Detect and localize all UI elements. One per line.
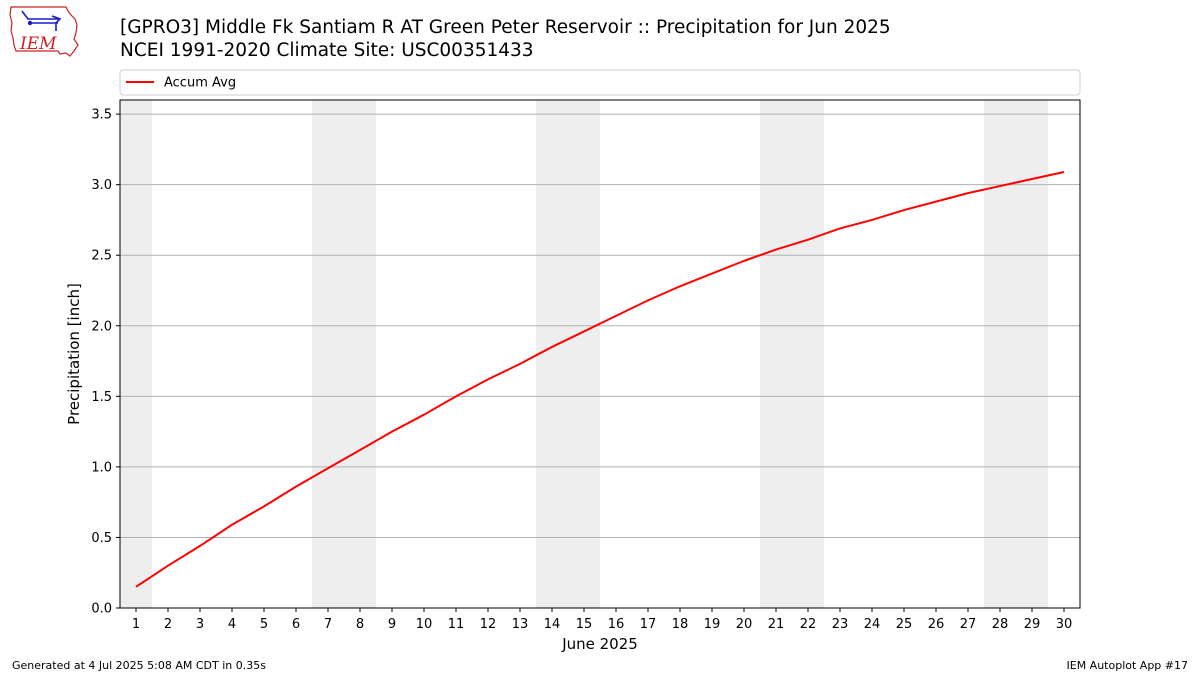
x-tick-label: 13 — [512, 617, 529, 632]
chart-title-line2: NCEI 1991-2020 Climate Site: USC00351433 — [120, 40, 534, 61]
x-tick-label: 3 — [196, 617, 204, 632]
x-tick-label: 16 — [608, 617, 625, 632]
x-tick-label: 4 — [228, 617, 236, 632]
x-tick-label: 20 — [736, 617, 753, 632]
x-axis-ticks: 1 2 3 4 5 6 7 8 9 10 11 12 13 14 15 16 17 18 19 20 21 22 23 24 2… — [132, 608, 1072, 632]
x-tick-label: 21 — [768, 617, 785, 632]
x-tick-label: 10 — [416, 617, 433, 632]
x-tick-label: 1 — [132, 617, 140, 632]
legend-box — [119, 69, 1081, 96]
x-tick-label: 5 — [260, 617, 268, 632]
x-tick-label: 30 — [1056, 617, 1073, 632]
series-layer — [135, 170, 1065, 588]
x-tick-label: 26 — [928, 617, 945, 632]
y-tick-label: 0.0 — [91, 602, 112, 617]
x-tick-label: 11 — [448, 617, 465, 632]
series-line-accum-avg — [135, 170, 1065, 588]
x-axis-label: June 2025 — [561, 635, 638, 653]
iem-logo: IEM — [9, 6, 79, 57]
x-tick-label: 6 — [292, 617, 300, 632]
x-tick-label: 18 — [672, 617, 689, 632]
weekend-band — [312, 100, 376, 608]
x-tick-label: 2 — [164, 617, 172, 632]
logo-text: IEM — [19, 34, 57, 54]
x-tick-label: 27 — [960, 617, 977, 632]
legend-label: Accum Avg — [164, 76, 236, 91]
x-tick-label: 24 — [864, 617, 881, 632]
y-axis-label: Precipitation [inch] — [65, 283, 83, 425]
chart-title-line1: [GPRO3] Middle Fk Santiam R AT Green Pet… — [120, 17, 891, 38]
y-tick-label: 2.0 — [91, 319, 112, 334]
y-tick-label: 1.5 — [91, 390, 112, 405]
y-tick-label: 1.0 — [91, 460, 112, 475]
x-tick-label: 28 — [992, 617, 1009, 632]
x-tick-label: 15 — [576, 617, 593, 632]
x-tick-label: 22 — [800, 617, 817, 632]
weekend-band — [760, 100, 824, 608]
x-tick-label: 25 — [896, 617, 913, 632]
x-tick-label: 12 — [480, 617, 497, 632]
legend: Accum Avg — [119, 69, 1081, 96]
y-tick-label: 3.5 — [91, 108, 112, 123]
x-tick-label: 8 — [356, 617, 364, 632]
y-tick-label: 3.0 — [91, 178, 112, 193]
x-tick-label: 7 — [324, 617, 332, 632]
x-tick-label: 9 — [388, 617, 396, 632]
y-tick-label: 0.5 — [91, 531, 112, 546]
footer-generated: Generated at 4 Jul 2025 5:08 AM CDT in 0… — [12, 659, 266, 672]
weekend-band — [536, 100, 600, 608]
x-tick-label: 29 — [1024, 617, 1041, 632]
x-tick-label: 14 — [544, 617, 561, 632]
x-tick-label: 19 — [704, 617, 721, 632]
weekend-band — [120, 100, 152, 608]
weekend-shading — [120, 100, 1048, 608]
x-tick-label: 17 — [640, 617, 657, 632]
x-tick-label: 23 — [832, 617, 849, 632]
plot-frame — [119, 99, 1081, 609]
y-tick-label: 2.5 — [91, 249, 112, 264]
weekend-band — [984, 100, 1048, 608]
footer-app: IEM Autoplot App #17 — [1066, 659, 1189, 672]
y-axis-ticks: 0.0 0.5 1.0 1.5 2.0 2.5 3.0 3.5 — [91, 108, 120, 617]
